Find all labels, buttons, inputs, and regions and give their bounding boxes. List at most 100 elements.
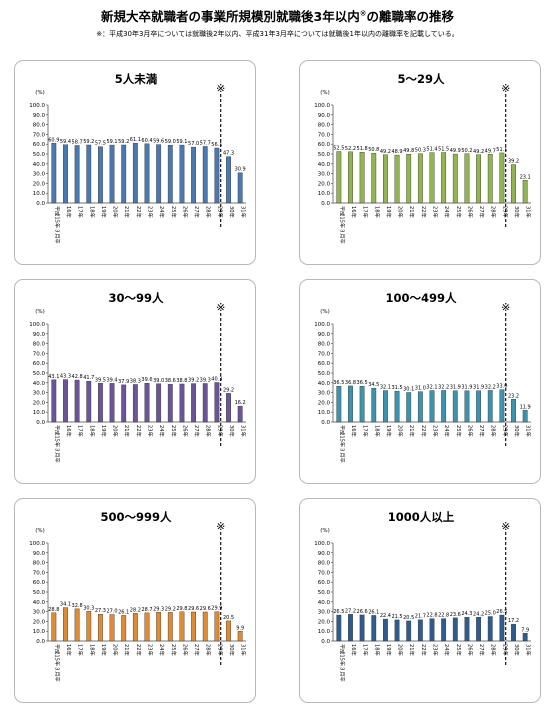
bar	[109, 383, 115, 423]
x-tick-label: 22年	[135, 425, 143, 437]
bar	[371, 387, 377, 423]
chart-title: 1000人以上	[388, 510, 455, 524]
bar	[429, 152, 435, 204]
x-tick-label: 平成15年３月卒	[338, 644, 346, 682]
x-tick-label: 21年	[408, 206, 416, 218]
value-label: 25.0	[485, 611, 496, 617]
bar	[522, 633, 528, 642]
y-axis-label: (%)	[35, 90, 45, 96]
y-tick-label: 70.0	[318, 570, 331, 576]
bar	[394, 619, 400, 642]
x-tick-label: 25年	[170, 206, 178, 218]
x-tick-label: 21年	[408, 425, 416, 437]
x-tick-label: 21年	[123, 206, 131, 218]
x-tick-label: 22年	[135, 206, 143, 218]
value-label: 49.7	[485, 148, 496, 154]
x-tick-label: 23年	[147, 644, 155, 656]
value-label: 47.3	[223, 151, 234, 157]
value-label: 27.3	[95, 608, 106, 614]
value-label: 49.2	[380, 149, 391, 155]
y-tick-label: 50.0	[318, 590, 331, 596]
x-tick-label: 28年	[490, 425, 498, 437]
x-tick-label: 26年	[181, 425, 189, 437]
bar	[74, 379, 80, 423]
value-label: 39.2	[508, 159, 519, 165]
chart-title: 5～29人	[397, 72, 445, 86]
x-tick-label: 28年	[205, 644, 213, 656]
y-tick-label: 60.0	[33, 142, 46, 148]
y-tick-label: 90.0	[318, 332, 331, 338]
bar	[214, 382, 220, 423]
y-tick-label: 80.0	[33, 123, 46, 129]
x-tick-label: 31年	[525, 644, 533, 656]
bar	[132, 613, 138, 642]
x-tick-label: 27年	[478, 644, 486, 656]
value-label: 26.1	[118, 609, 129, 615]
bar	[191, 383, 197, 423]
x-tick-label: 22年	[420, 644, 428, 656]
x-tick-label: 29年	[501, 644, 509, 656]
annotation-mark: ※	[501, 520, 510, 533]
bar	[487, 390, 493, 423]
x-tick-label: 26年	[181, 644, 189, 656]
value-label: 30.3	[83, 605, 94, 611]
y-tick-label: 40.0	[33, 600, 46, 606]
x-tick-label: 23年	[147, 425, 155, 437]
value-label: 50.8	[368, 147, 379, 153]
bar	[348, 151, 353, 204]
bar	[86, 611, 92, 642]
bar	[63, 144, 68, 204]
y-tick-label: 30.0	[318, 172, 331, 178]
page-title: 新規大卒就職者の事業所規模別就職後3年以内※の離職率の推移	[0, 6, 555, 25]
y-tick-label: 30.0	[33, 610, 46, 616]
value-label: 49.8	[403, 148, 414, 154]
y-tick-label: 20.0	[33, 181, 46, 187]
y-tick-label: 50.0	[33, 371, 46, 377]
x-tick-label: 24年	[443, 206, 451, 218]
chart-500-999: 500～999人 (%) 100.0 90.0 80.0 70.0 60.0 50.0 40.0…	[29, 510, 248, 682]
x-tick-label: 17年	[77, 425, 85, 437]
value-label: 57.0	[188, 141, 199, 147]
y-tick-label: 0.0	[36, 639, 45, 645]
value-label: 21.7	[415, 614, 426, 620]
chart-title: 5人未満	[115, 72, 158, 86]
y-tick-label: 10.0	[33, 410, 46, 416]
x-tick-label: 18年	[88, 206, 96, 218]
x-tick-label: 31年	[525, 206, 533, 218]
value-label: 39.2	[188, 378, 199, 384]
x-tick-label: 16年	[350, 206, 358, 218]
value-label: 29.3	[153, 606, 164, 612]
x-tick-label: 23年	[432, 206, 440, 218]
chart-5-29: 5～29人 (%) 100.0 90.0 80.0 70.0 60.0 50.0 40.0 30.…	[314, 72, 533, 244]
value-label: 51.1	[496, 147, 507, 153]
bar	[109, 614, 115, 642]
bar	[179, 383, 185, 423]
value-label: 59.1	[176, 139, 187, 145]
value-label: 17.2	[508, 618, 519, 624]
y-tick-label: 20.0	[318, 181, 331, 187]
value-label: 20.5	[223, 615, 234, 621]
value-label: 27.0	[106, 609, 117, 615]
x-tick-label: 27年	[193, 206, 201, 218]
chart-panel-5-29: 5～29人 (%) 100.0 90.0 80.0 70.0 60.0 50.0 40.0 30.…	[299, 60, 541, 265]
bar	[237, 172, 243, 204]
value-label: 51.5	[438, 147, 449, 153]
bar	[202, 383, 208, 423]
y-tick-label: 90.0	[318, 113, 331, 119]
value-label: 41.7	[83, 375, 94, 381]
bar	[132, 384, 138, 423]
bar	[406, 620, 412, 642]
x-tick-label: 21年	[123, 644, 131, 656]
bar	[394, 390, 400, 423]
y-tick-label: 50.0	[318, 371, 331, 377]
value-label: 11.9	[520, 404, 531, 410]
value-label: 39.0	[153, 378, 164, 384]
x-tick-label: 16年	[350, 425, 358, 437]
bar	[417, 153, 423, 204]
x-tick-label: 31年	[240, 644, 248, 656]
x-tick-label: 19年	[385, 425, 393, 437]
x-tick-label: 29年	[501, 206, 509, 218]
bar	[487, 616, 493, 642]
y-tick-label: 30.0	[318, 610, 331, 616]
value-label: 50.3	[415, 148, 426, 154]
